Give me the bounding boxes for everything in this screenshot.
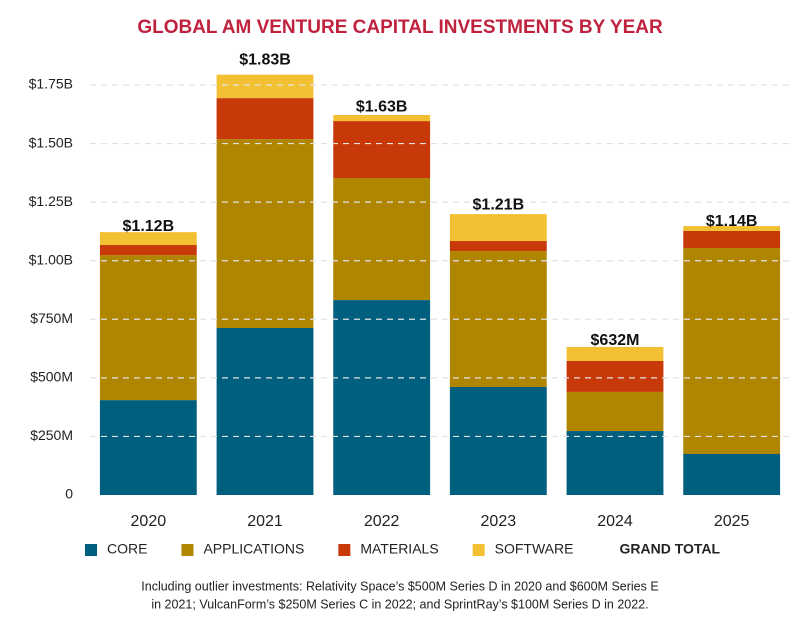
- legend-swatch: [472, 544, 485, 556]
- total-label: $632M: [591, 332, 640, 349]
- x-tick-label: 2021: [247, 513, 283, 530]
- bar-segment: [683, 226, 781, 231]
- x-tick-label: 2020: [131, 513, 167, 530]
- bar-segment: [99, 255, 197, 401]
- legend-swatch: [85, 544, 97, 556]
- bar-segment: [99, 245, 197, 256]
- note: Including outlier investments: Relativit…: [141, 579, 658, 593]
- bar-segment: [216, 139, 314, 328]
- bar-segment: [566, 360, 664, 392]
- y-tick-label: $250M: [30, 427, 73, 443]
- bar-segment: [566, 391, 664, 432]
- bar-segment: [333, 178, 431, 301]
- bar-segment: [333, 121, 431, 179]
- x-tick-label: 2025: [714, 513, 750, 530]
- y-tick-label: $500M: [30, 369, 73, 385]
- total-label: $1.63B: [356, 98, 408, 115]
- chart-title: GLOBAL AM VENTURE CAPITAL INVESTMENTS BY…: [137, 17, 663, 38]
- y-tick-label: $1.50B: [29, 134, 73, 150]
- bar-segment: [449, 241, 547, 252]
- total-label: $1.83B: [239, 51, 291, 68]
- x-tick-label: 2024: [597, 513, 633, 530]
- bar-segment: [683, 454, 781, 495]
- x-tick-label: 2022: [364, 513, 400, 530]
- x-tick-label: 2023: [481, 513, 517, 530]
- bar-segment: [99, 232, 197, 246]
- y-tick-label: $750M: [30, 310, 73, 326]
- bar-segment: [683, 230, 781, 249]
- total-label: $1.21B: [473, 197, 525, 214]
- legend-swatch: [338, 544, 351, 556]
- bar-segment: [216, 327, 314, 495]
- legend-label: MATERIALS: [360, 541, 438, 557]
- bar-segment: [566, 431, 664, 495]
- legend-swatch: [181, 544, 194, 556]
- legend-label: GRAND TOTAL: [619, 541, 720, 557]
- note: in 2021; VulcanForm’s $250M Series C in …: [151, 597, 648, 611]
- legend-label: CORE: [107, 541, 147, 557]
- total-label: $1.14B: [706, 213, 758, 230]
- y-tick-label: $1.75B: [29, 76, 73, 92]
- bar-segment: [333, 300, 431, 495]
- bar-segment: [449, 214, 547, 242]
- y-tick-label: $1.25B: [29, 193, 73, 209]
- legend-label: APPLICATIONS: [203, 541, 304, 557]
- bar-segment: [333, 114, 431, 122]
- y-tick-label: $1.00B: [29, 251, 73, 267]
- bar-segment: [216, 98, 314, 140]
- y-tick-label: 0: [65, 486, 73, 502]
- bar-segment: [683, 248, 781, 454]
- bar-segment: [99, 400, 197, 495]
- legend-label: SOFTWARE: [495, 541, 574, 557]
- bar-segment: [216, 74, 314, 99]
- total-label: $1.12B: [123, 218, 175, 235]
- bar-segment: [566, 346, 664, 361]
- bar-segment: [449, 386, 547, 495]
